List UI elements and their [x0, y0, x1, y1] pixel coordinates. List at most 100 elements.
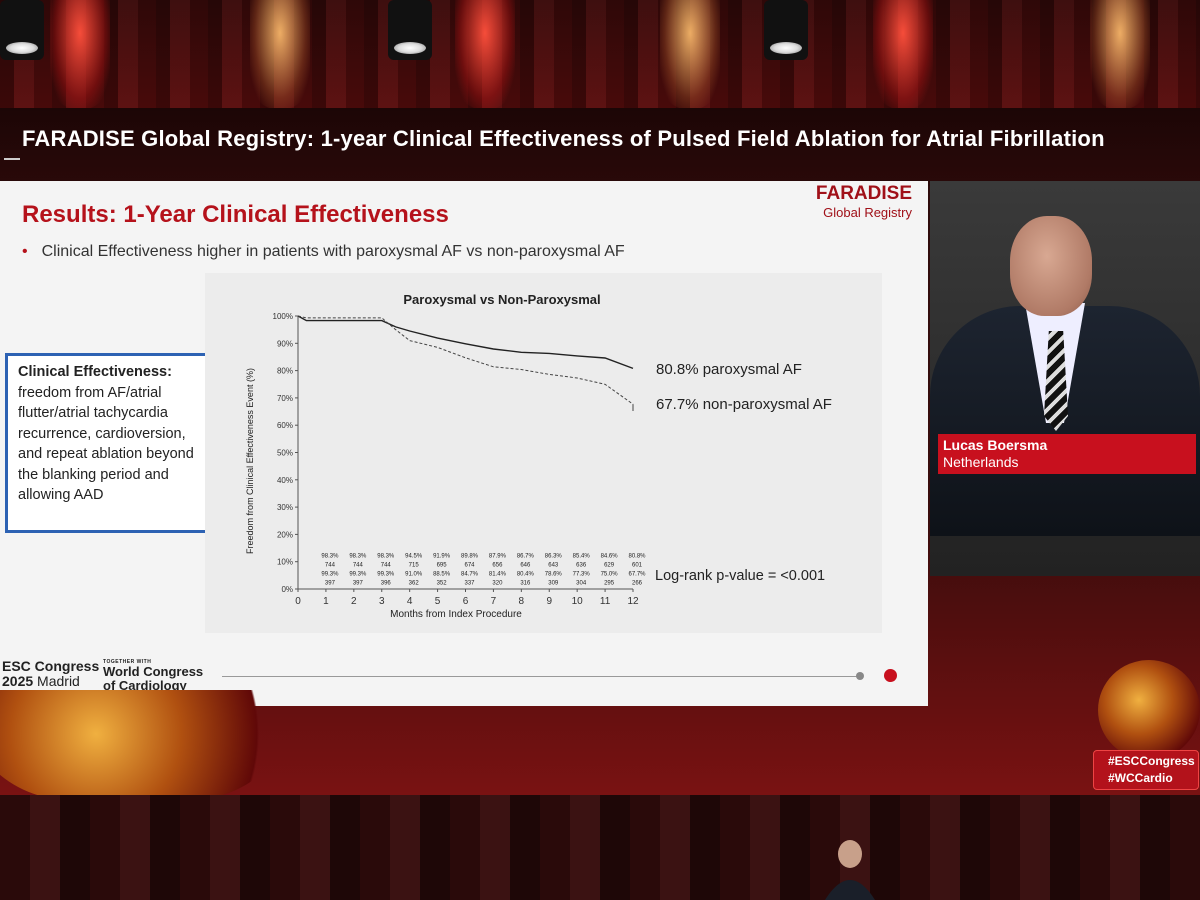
- hashtags-badge: #ESCCongress #WCCardio: [1093, 750, 1199, 790]
- legend-paroxysmal: 80.8% paroxysmal AF: [656, 361, 802, 378]
- series-layer: [297, 315, 634, 412]
- bullet-point: • Clinical Effectiveness higher in patien…: [22, 243, 625, 261]
- risk-table-cell: 86.7%: [517, 554, 535, 560]
- speaker-nameplate: Lucas Boersma Netherlands: [938, 434, 1196, 474]
- stage-light: [455, 0, 515, 110]
- risk-table-cell: 397: [325, 581, 336, 587]
- definition-body: freedom from AF/atrial flutter/atrial ta…: [18, 384, 194, 504]
- screen-title: FARADISE Global Registry: 1-year Clinica…: [22, 126, 1105, 151]
- x-tick-label: 8: [519, 596, 525, 607]
- speaker-video: [930, 181, 1200, 576]
- risk-table-cell: 629: [604, 563, 615, 569]
- risk-table-cell: 396: [381, 581, 392, 587]
- logrank-text: Log-rank p-value = <0.001: [655, 568, 826, 584]
- risk-table-cell: 646: [520, 563, 531, 569]
- risk-table-cell: 88.5%: [433, 572, 451, 578]
- bullet-text: Clinical Effectiveness higher in patient…: [41, 243, 625, 260]
- risk-table-cell: 320: [492, 581, 503, 587]
- risk-table-cell: 67.7%: [628, 572, 646, 578]
- risk-table-cell: 304: [576, 581, 587, 587]
- stage-light: [873, 0, 933, 110]
- brand-line2: Global Registry: [823, 205, 912, 220]
- x-axis-label: Months from Index Procedure: [390, 609, 522, 620]
- risk-table-cell: 84.7%: [461, 572, 479, 578]
- risk-table-cell: 744: [353, 563, 364, 569]
- speaker-head: [1010, 216, 1092, 316]
- decorative-globe: [0, 690, 300, 800]
- y-tick-label: 40%: [277, 476, 293, 485]
- risk-table-cell: 99.3%: [321, 572, 339, 578]
- brand-line1: FARADISE: [815, 183, 912, 204]
- risk-table-cell: 77.3%: [573, 572, 591, 578]
- x-tick-label: 10: [572, 596, 584, 607]
- risk-table-cell: 601: [632, 563, 643, 569]
- stage-light: [1090, 0, 1150, 110]
- y-tick-label: 90%: [277, 339, 293, 348]
- risk-table-cell: 91.0%: [405, 572, 423, 578]
- spotlight-fixture: [388, 0, 432, 60]
- header-bullet-line: [4, 158, 20, 160]
- x-tick-label: 2: [351, 596, 357, 607]
- x-tick-label: 11: [600, 596, 611, 607]
- risk-table-cell: 715: [409, 563, 420, 569]
- podium-speaker: [825, 840, 875, 900]
- x-tick-label: 5: [435, 596, 441, 607]
- esc-congress-logo: ESC Congress 2025 Madrid: [2, 659, 99, 689]
- x-tick-label: 3: [379, 596, 385, 607]
- km-chart: Paroxysmal vs Non-Paroxysmal 0%10%20%30%…: [245, 292, 646, 620]
- y-axis-label: Freedom from Clinical Effectiveness Even…: [245, 368, 255, 554]
- stage-light: [660, 0, 720, 110]
- screen-header: FARADISE Global Registry: 1-year Clinica…: [0, 108, 1200, 186]
- risk-table-cell: 695: [437, 563, 448, 569]
- brand-logo: FARADISE Global Registry: [816, 183, 912, 220]
- x-tick-label: 4: [407, 596, 413, 607]
- risk-table-cell: 89.8%: [461, 554, 479, 560]
- risk-table-cell: 85.4%: [573, 554, 591, 560]
- esc-logo-line1: ESC Congress: [2, 658, 100, 674]
- risk-table-cell: 744: [381, 563, 392, 569]
- bullet-dot-icon: •: [22, 243, 28, 260]
- slide-title: Results: 1-Year Clinical Effectiveness: [22, 201, 449, 228]
- wcc-tiny-text: TOGETHER WITH: [103, 659, 152, 665]
- hashtag-esc: #ESCCongress: [1108, 754, 1195, 768]
- risk-table-cell: 643: [548, 563, 559, 569]
- risk-table: 98.3% 744 99.3% 397 98.3% 744 99.3% 397 98.3% 744…: [321, 554, 646, 587]
- risk-table-cell: 84.6%: [601, 554, 619, 560]
- risk-table-cell: 337: [464, 581, 475, 587]
- y-tick-label: 10%: [277, 558, 293, 567]
- risk-table-cell: 87.9%: [489, 554, 507, 560]
- y-tick-label: 100%: [273, 312, 293, 321]
- speaker-tie: [1044, 331, 1068, 431]
- risk-table-cell: 266: [632, 581, 643, 587]
- x-axis: 0 1 2 3 4 5 6 7 8 9 10 11 12: [295, 588, 639, 607]
- x-tick-label: 6: [463, 596, 469, 607]
- risk-table-cell: 352: [437, 581, 448, 587]
- y-tick-label: 0%: [281, 585, 293, 594]
- spotlight-fixture: [764, 0, 808, 60]
- y-tick-label: 20%: [277, 530, 293, 539]
- esc-logo-city: Madrid: [37, 673, 80, 689]
- definition-heading: Clinical Effectiveness:: [18, 364, 172, 380]
- risk-table-cell: 78.6%: [545, 572, 563, 578]
- stage-floor: [0, 795, 1200, 900]
- wcc-line1: World Congress: [103, 664, 204, 679]
- risk-table-cell: 656: [492, 563, 503, 569]
- risk-table-cell: 674: [464, 563, 475, 569]
- risk-table-cell: 81.4%: [489, 572, 507, 578]
- risk-table-cell: 98.3%: [377, 554, 395, 560]
- risk-table-cell: 75.0%: [601, 572, 619, 578]
- decorative-globe: [1098, 660, 1200, 760]
- risk-table-cell: 98.3%: [349, 554, 367, 560]
- risk-table-cell: 362: [409, 581, 420, 587]
- risk-table-cell: 636: [576, 563, 587, 569]
- x-tick-label: 7: [491, 596, 497, 607]
- esc-logo-year: 2025: [2, 673, 34, 689]
- stage-light: [50, 0, 110, 110]
- risk-table-cell: 309: [548, 581, 559, 587]
- risk-table-cell: 94.5%: [405, 554, 423, 560]
- stage-light: [250, 0, 310, 110]
- chart-title: Paroxysmal vs Non-Paroxysmal: [403, 292, 600, 307]
- y-tick-label: 50%: [277, 449, 293, 458]
- x-tick-label: 9: [546, 596, 552, 607]
- spotlight-fixture: [0, 0, 44, 60]
